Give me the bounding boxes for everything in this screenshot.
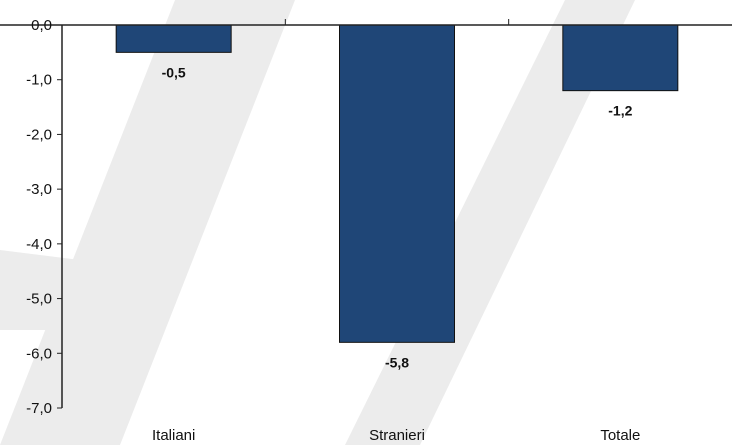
data-label: -5,8	[385, 354, 409, 370]
y-tick-label: -1,0	[26, 72, 52, 89]
bar-italiani	[115, 24, 232, 53]
watermark-background	[0, 0, 635, 445]
x-category-label: Stranieri	[369, 427, 425, 444]
x-category-label: Totale	[600, 427, 640, 444]
y-tick-label: -2,0	[26, 126, 52, 143]
y-tick-label: -6,0	[26, 345, 52, 362]
data-label: -1,2	[608, 103, 632, 119]
y-tick-label: -5,0	[26, 291, 52, 308]
bars-group	[115, 24, 679, 343]
axes-group	[0, 19, 732, 409]
bar-stranieri	[339, 24, 455, 343]
y-tick-label: -7,0	[26, 400, 52, 417]
x-category-label: Italiani	[152, 427, 195, 444]
watermark-stroke-small	[0, 250, 80, 330]
y-tick-label: 0,0	[31, 17, 52, 34]
data-label: -0,5	[162, 64, 186, 80]
bar-totale	[562, 24, 679, 92]
y-tick-label: -3,0	[26, 181, 52, 198]
y-tick-label: -4,0	[26, 236, 52, 253]
watermark-stroke-left	[0, 0, 295, 445]
labels-group: 0,0 -1,0 -2,0 -3,0 -4,0 -5,0 -6,0 -7,0 -0,5 -5,8 -…	[26, 17, 640, 444]
